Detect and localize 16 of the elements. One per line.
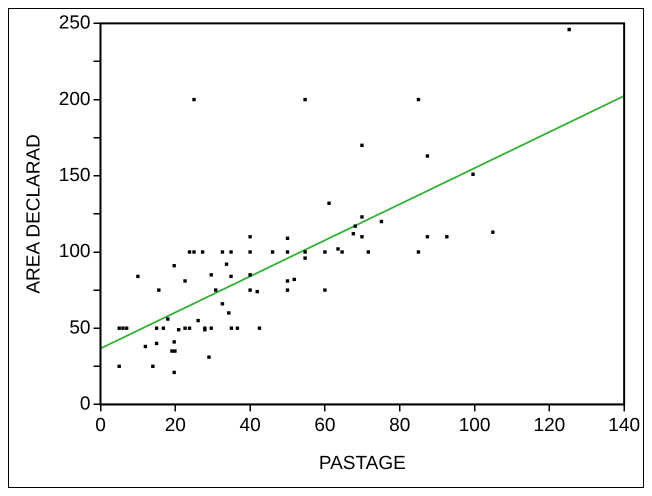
- x-tick-label: 100: [458, 415, 490, 436]
- y-tick-label: 150: [58, 165, 90, 186]
- y-tick-label: 200: [58, 88, 90, 110]
- y-tick-label: 100: [58, 241, 90, 262]
- x-tick-label: 0: [95, 415, 106, 436]
- y-tick-label: 0: [80, 394, 90, 415]
- y-tick-label: 50: [69, 317, 90, 338]
- x-tick-label: 140: [608, 415, 640, 436]
- y-tick-label: 250: [58, 12, 90, 34]
- x-tick-label: 120: [533, 415, 566, 436]
- y-axis-title: AREA DECLARAD: [24, 134, 45, 294]
- x-axis-title: PASTAGE: [318, 452, 406, 474]
- x-tick-label: 40: [240, 415, 261, 436]
- x-tick-label: 80: [389, 415, 410, 436]
- x-tick-label: 20: [164, 415, 186, 436]
- x-tick-label: 60: [314, 415, 336, 436]
